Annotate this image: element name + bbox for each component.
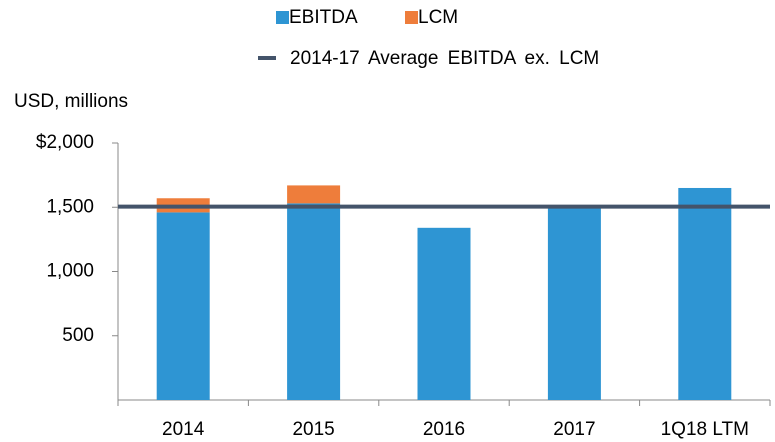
x-tick-label: 1Q18 LTM bbox=[661, 419, 749, 440]
x-tick-label: 2017 bbox=[553, 419, 595, 440]
legend-label: EBITDA bbox=[289, 7, 358, 28]
y-tick-label: 1,500 bbox=[46, 196, 94, 217]
bar-segment bbox=[417, 227, 471, 400]
y-tick-label: 500 bbox=[62, 325, 94, 346]
legend-swatch bbox=[276, 11, 289, 24]
y-tick-label: $2,000 bbox=[36, 132, 94, 153]
legend-swatch bbox=[405, 11, 418, 24]
y-axis-label: USD, millions bbox=[14, 91, 128, 112]
bar-segment bbox=[678, 187, 732, 400]
x-tick-label: 2015 bbox=[292, 419, 334, 440]
legend-label: 2014-17 Average EBITDA ex. LCM bbox=[290, 48, 599, 69]
legend-label: LCM bbox=[418, 7, 458, 28]
bar-segment bbox=[547, 205, 601, 400]
bar-segment bbox=[287, 185, 341, 204]
y-tick-label: 1,000 bbox=[46, 261, 94, 282]
bar-segment bbox=[287, 203, 341, 400]
x-tick-label: 2014 bbox=[162, 419, 205, 440]
bar-segment bbox=[156, 212, 210, 400]
x-tick-label: 2016 bbox=[423, 419, 465, 440]
